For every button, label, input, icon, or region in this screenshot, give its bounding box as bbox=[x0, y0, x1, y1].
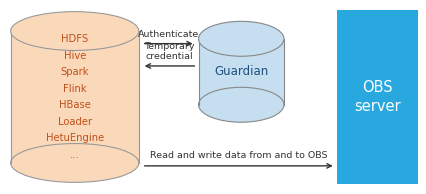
Polygon shape bbox=[11, 31, 138, 163]
Text: HDFS: HDFS bbox=[61, 34, 88, 44]
Text: Temporary
credential: Temporary credential bbox=[144, 42, 194, 61]
Text: Authenticate: Authenticate bbox=[138, 30, 199, 39]
Text: HBase: HBase bbox=[59, 100, 90, 110]
Ellipse shape bbox=[11, 12, 138, 50]
Text: ...: ... bbox=[70, 150, 79, 160]
Text: Loader: Loader bbox=[58, 117, 92, 127]
Text: Read and write data from and to OBS: Read and write data from and to OBS bbox=[150, 151, 327, 160]
Text: HetuEngine: HetuEngine bbox=[46, 133, 104, 143]
Ellipse shape bbox=[198, 87, 283, 122]
Polygon shape bbox=[198, 39, 283, 105]
Text: OBS
server: OBS server bbox=[354, 80, 400, 114]
Text: Guardian: Guardian bbox=[213, 65, 268, 78]
Ellipse shape bbox=[11, 144, 138, 182]
Text: Spark: Spark bbox=[60, 67, 89, 77]
Text: Flink: Flink bbox=[63, 84, 86, 94]
Ellipse shape bbox=[198, 21, 283, 56]
Text: Hive: Hive bbox=[63, 51, 86, 61]
FancyBboxPatch shape bbox=[337, 10, 417, 184]
